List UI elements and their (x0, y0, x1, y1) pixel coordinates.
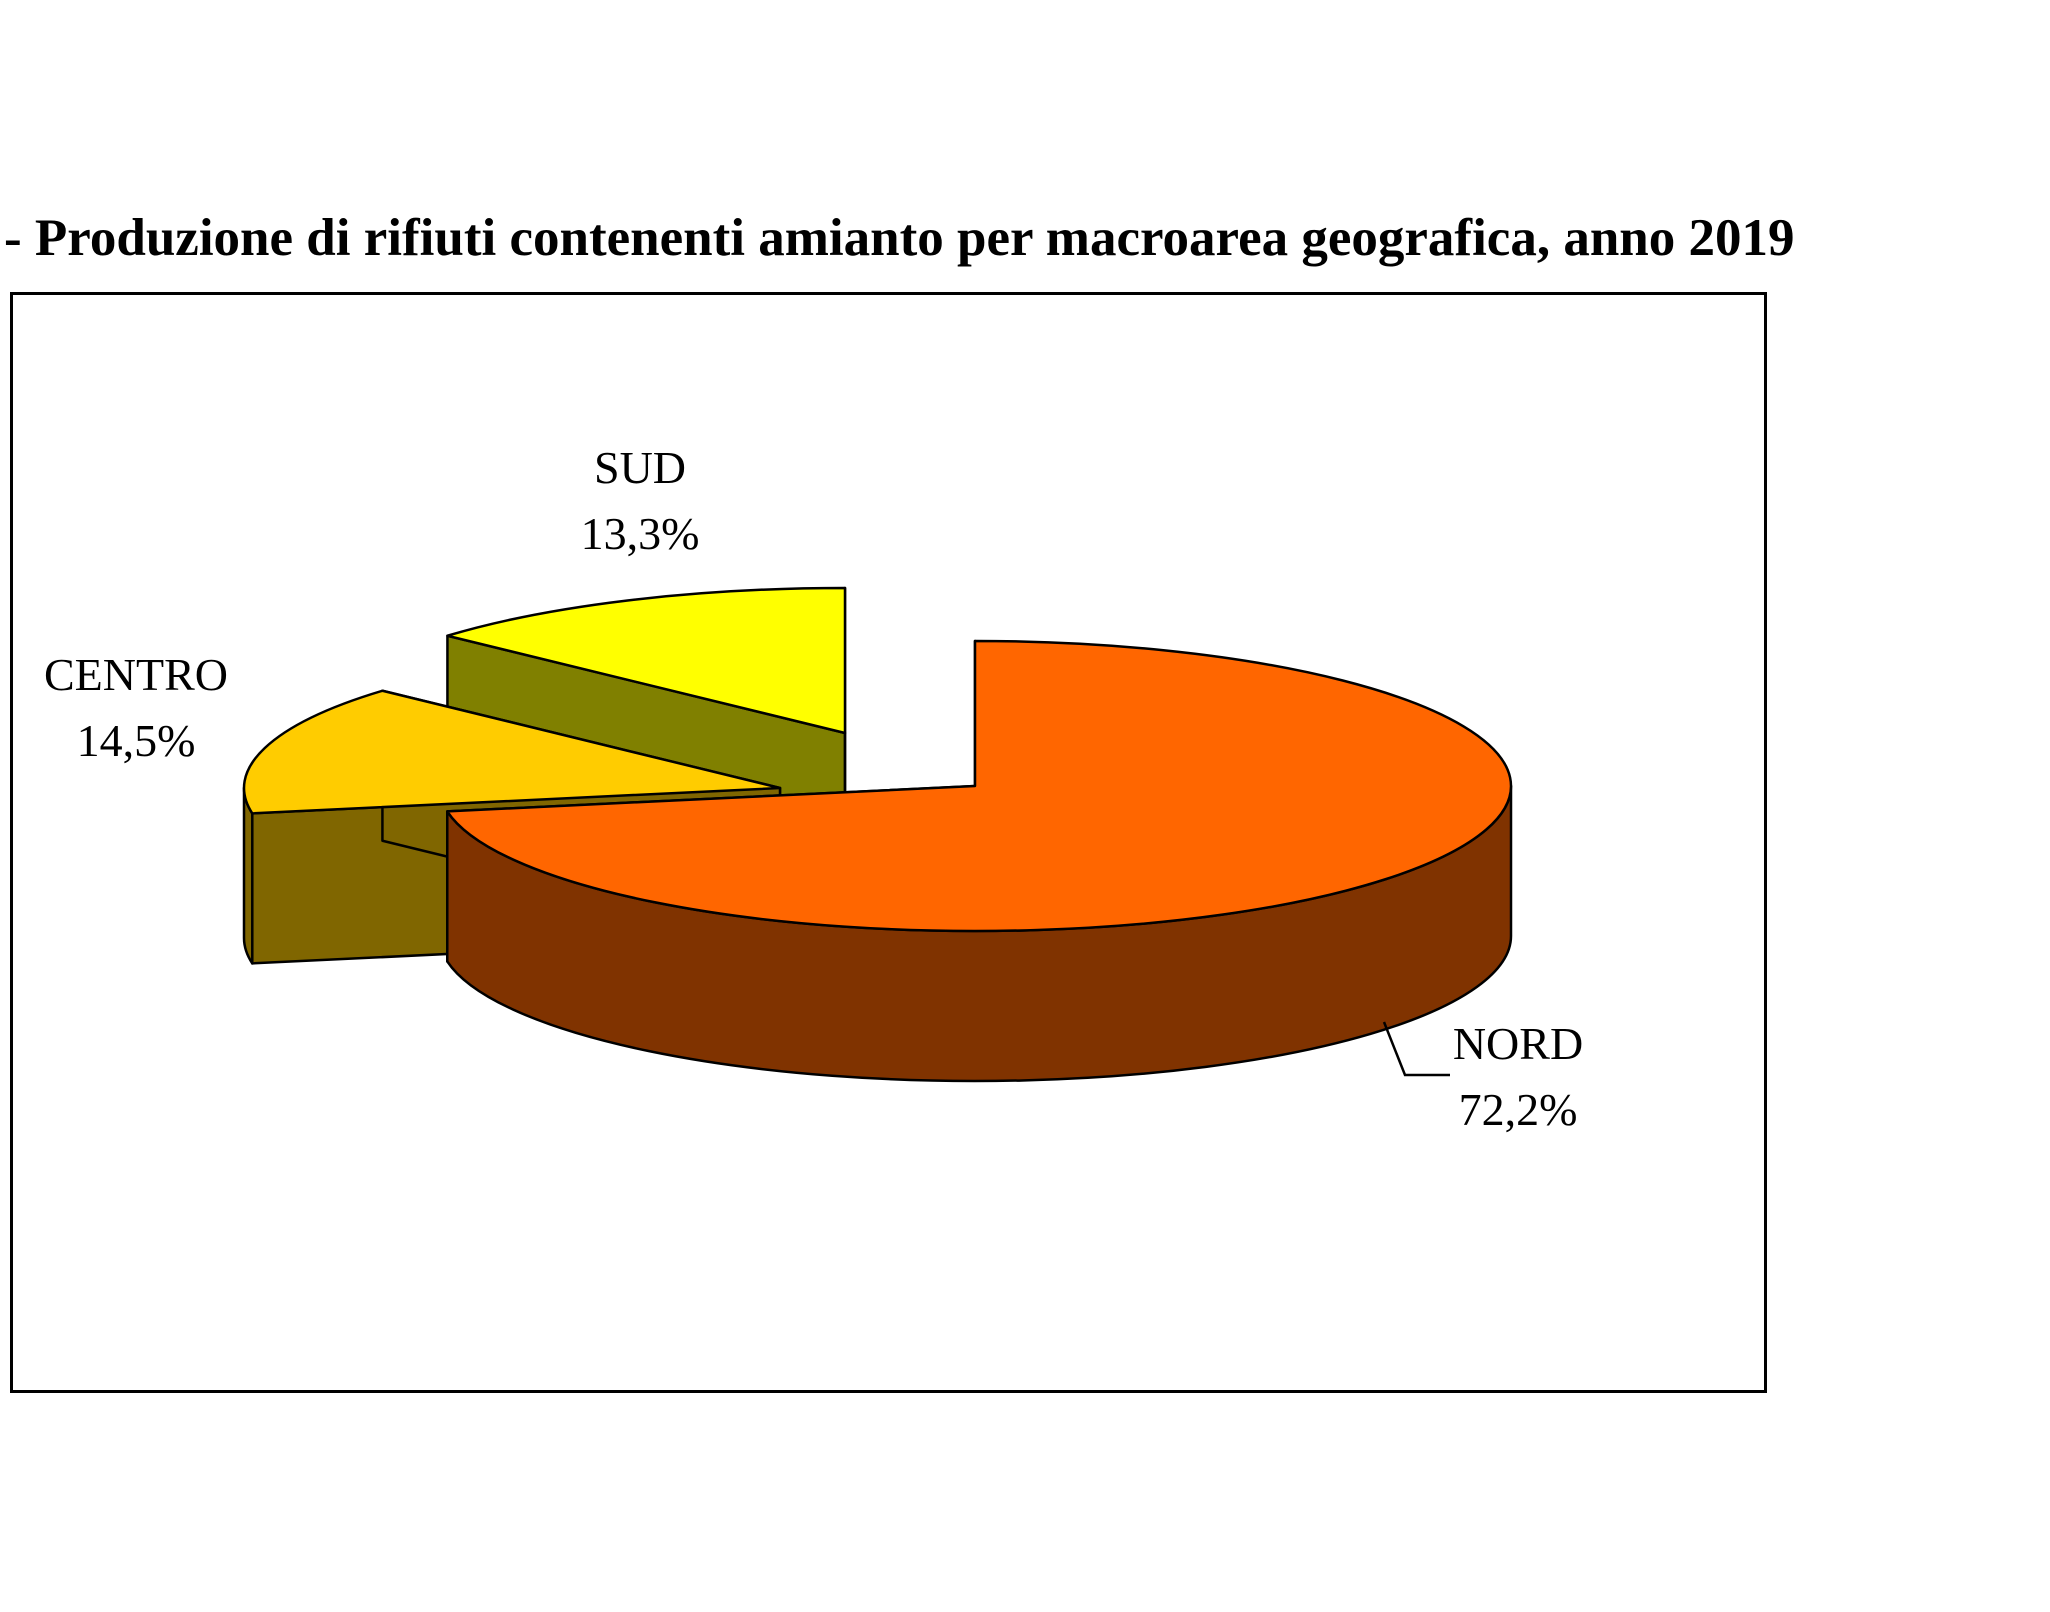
label-nord-name: NORD (1453, 1018, 1583, 1069)
label-sud-name: SUD (594, 442, 686, 493)
slice-centro-side (242, 786, 254, 965)
label-centro-value: 14,5% (77, 715, 196, 766)
slice-centro (242, 689, 782, 815)
leader-line-nord (1382, 1021, 1450, 1077)
slice-sud (446, 586, 847, 735)
label-nord-value: 72,2% (1459, 1084, 1578, 1135)
label-centro-name: CENTRO (44, 649, 228, 700)
pie-labels: SUD 13,3% CENTRO 14,5% NORD 72,2% (44, 442, 1583, 1135)
chart-title: - Produzione di rifiuti contenenti amian… (4, 209, 1795, 267)
slice-nord (446, 639, 1513, 933)
piece-nord (446, 639, 1513, 1083)
pie-pieces (242, 586, 1513, 1083)
label-sud-value: 13,3% (581, 508, 700, 559)
